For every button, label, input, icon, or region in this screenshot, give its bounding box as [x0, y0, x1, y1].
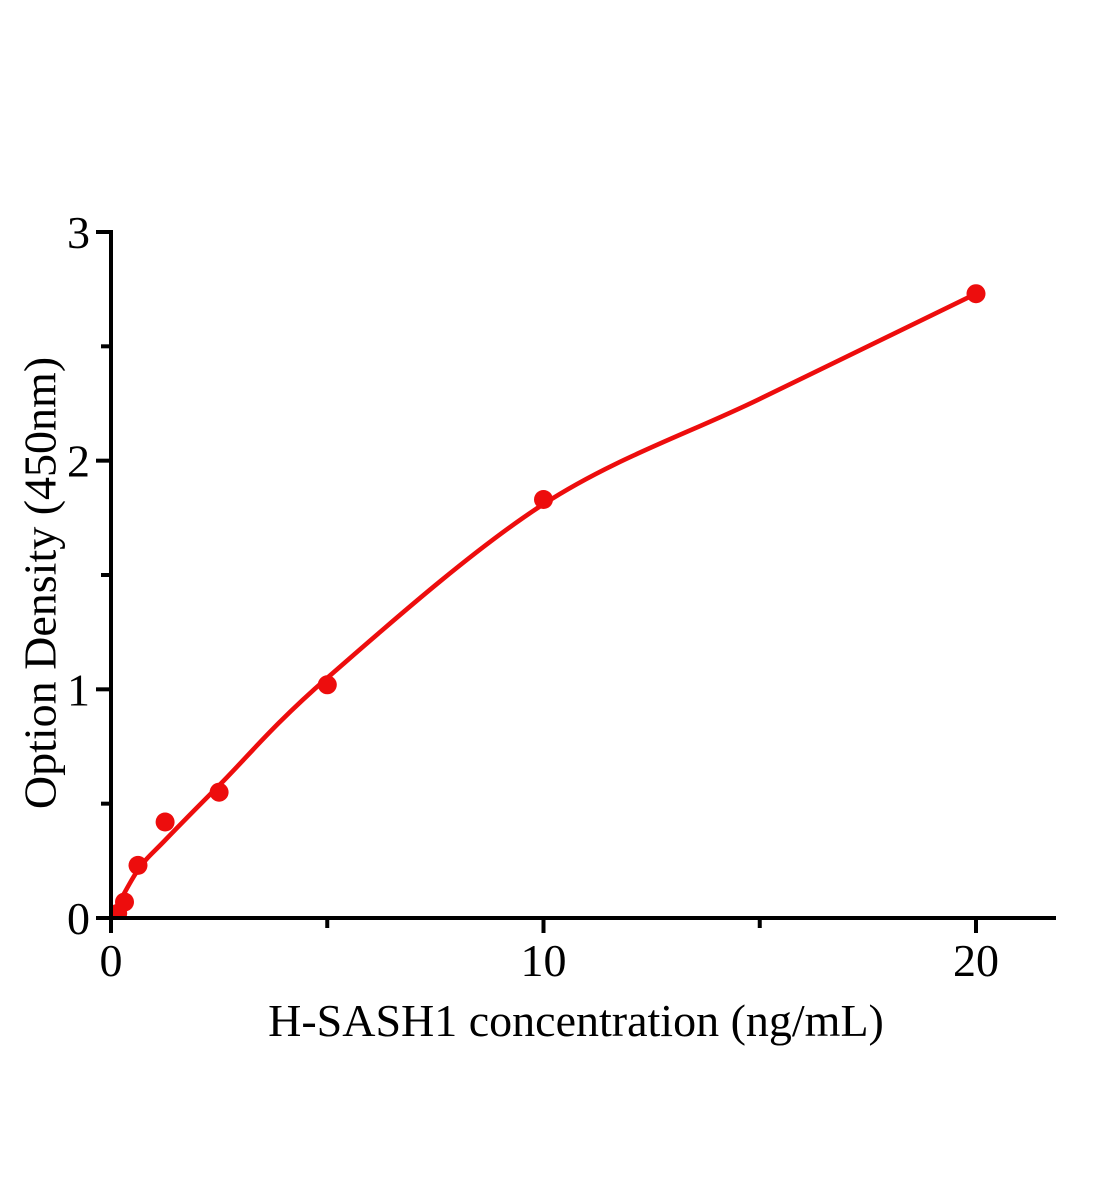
x-tick-label: 10	[521, 935, 567, 986]
y-tick-label: 1	[67, 664, 90, 715]
x-tick-label: 0	[100, 935, 123, 986]
x-tick-label: 20	[953, 935, 999, 986]
y-tick-label: 2	[67, 436, 90, 487]
data-point	[115, 892, 134, 912]
data-points-group	[109, 284, 986, 918]
y-tick-label: 0	[67, 893, 90, 944]
data-point	[209, 782, 229, 802]
fit-curve-line	[108, 291, 979, 921]
x-axis-title: H-SASH1 concentration (ng/mL)	[268, 995, 884, 1046]
data-point	[155, 812, 175, 832]
data-point	[534, 490, 553, 509]
axes-lines	[109, 230, 1056, 920]
y-axis-title: Option Density (450nm)	[14, 356, 66, 810]
data-point	[317, 675, 337, 695]
data-point	[128, 855, 148, 875]
data-point	[966, 284, 986, 304]
y-tick-label: 3	[67, 207, 90, 258]
